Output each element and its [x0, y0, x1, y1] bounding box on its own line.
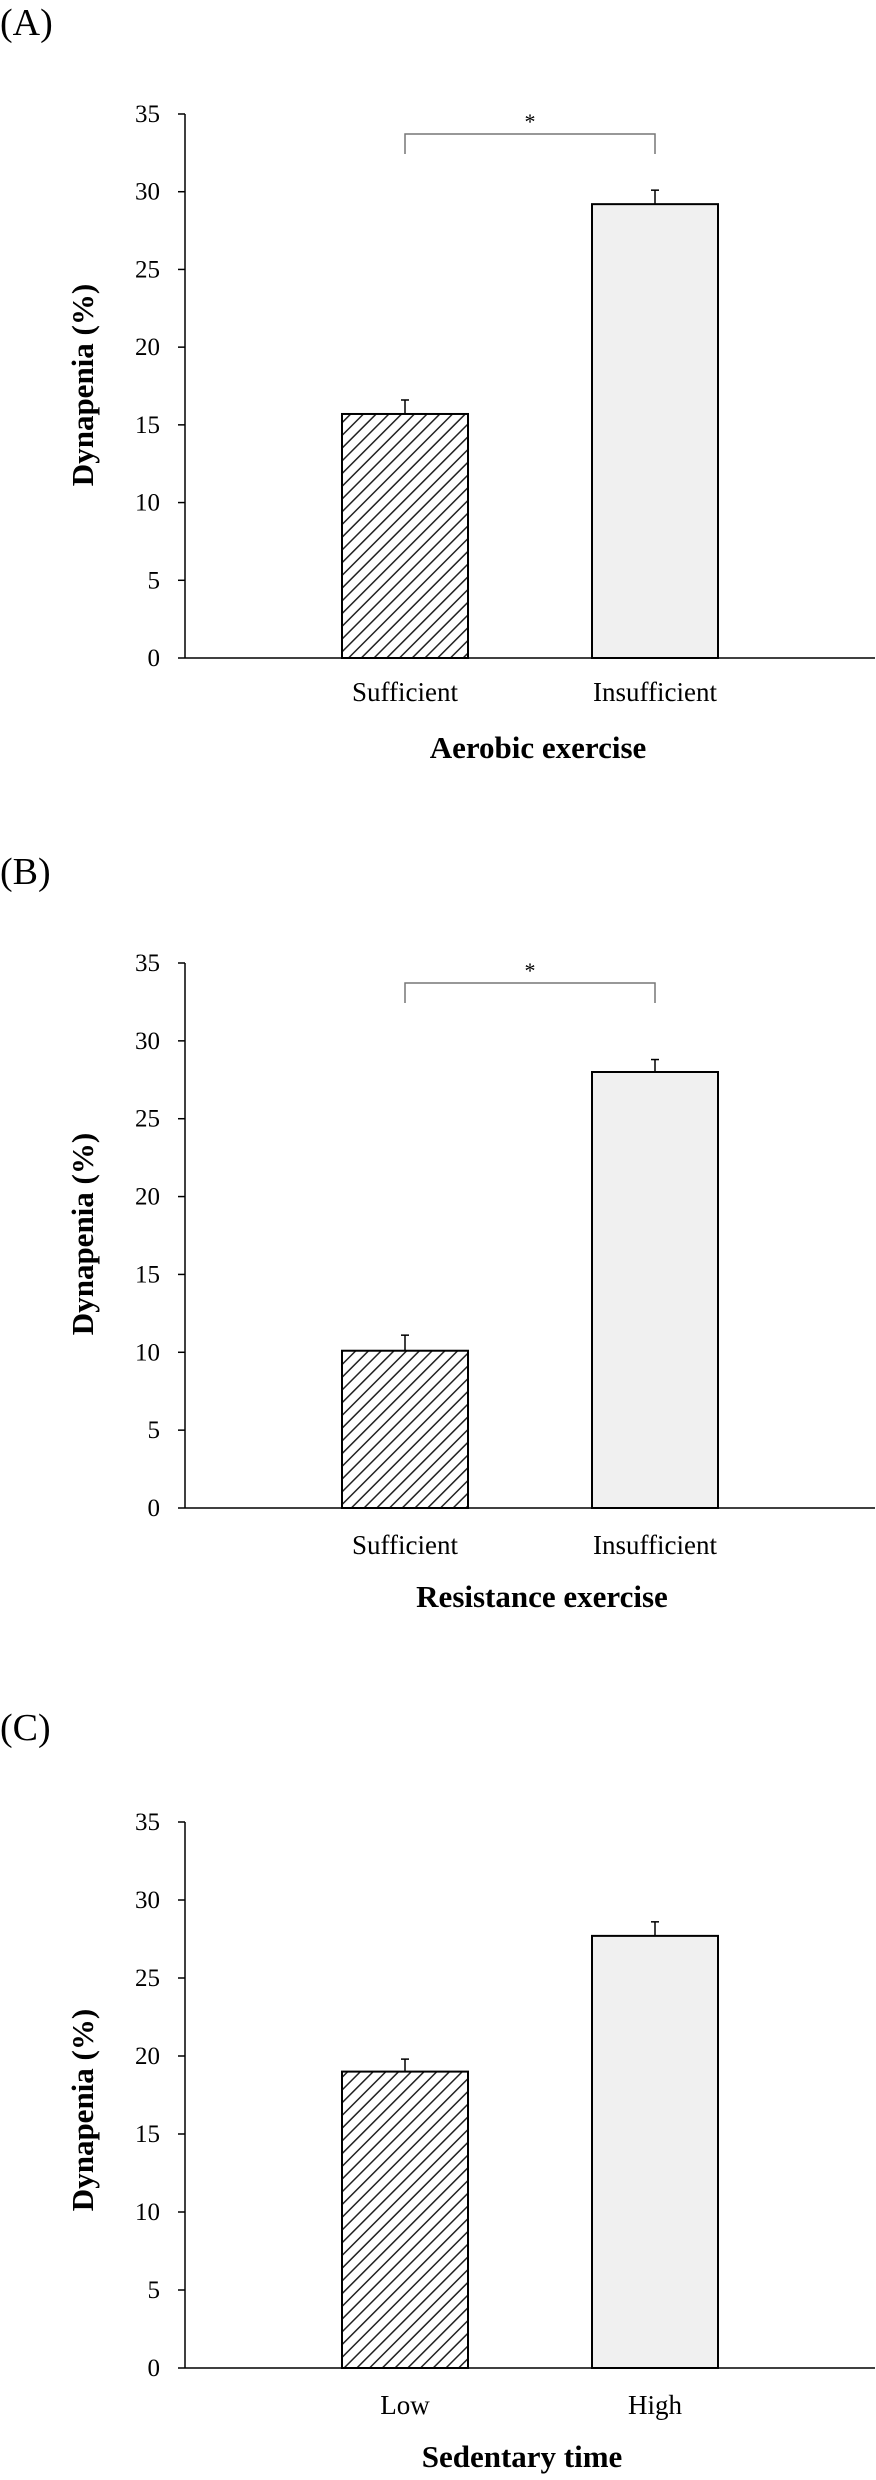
y-tick-label: 15: [135, 1261, 160, 1288]
y-tick-label: 20: [135, 1184, 160, 1211]
y-tick-label: 35: [135, 1809, 160, 1836]
y-tick-label: 5: [148, 567, 161, 594]
significance-bracket: [404, 982, 656, 1003]
y-tick-label: 30: [135, 1028, 160, 1055]
x-axis-title: Resistance exercise: [416, 1579, 668, 1614]
y-tick-label: 10: [135, 2199, 160, 2226]
category-label: Insufficient: [593, 677, 717, 707]
y-tick-label: 30: [135, 179, 160, 206]
y-tick-label: 10: [135, 1339, 160, 1366]
bar-insufficient: [591, 1071, 719, 1509]
significance-marker: *: [525, 109, 536, 134]
y-axis-title: Dynapenia (%): [65, 1133, 100, 1335]
bar-high: [591, 1934, 719, 2369]
y-tick-label: 25: [135, 256, 160, 283]
y-tick-label: 15: [135, 412, 160, 439]
y-tick-label: 5: [148, 2277, 161, 2304]
bar-sufficient: [341, 412, 469, 659]
y-tick-label: 10: [135, 490, 160, 517]
significance-marker: *: [525, 958, 536, 983]
y-tick-label: 0: [148, 2355, 161, 2382]
y-tick-label: 35: [135, 950, 160, 977]
y-axis-title: Dynapenia (%): [65, 284, 100, 486]
significance-bracket: [404, 133, 656, 154]
bar-sufficient: [341, 1349, 469, 1509]
chart-panel-c: (C) Dynapenia (%) Sedentary time 0 5 10 15 2…: [0, 1707, 875, 2474]
category-label: Low: [380, 2390, 430, 2420]
category-label: Sufficient: [352, 677, 458, 707]
category-label: Insufficient: [593, 1530, 717, 1560]
panel-label: (A): [0, 2, 53, 44]
panel-label: (C): [0, 1707, 51, 1749]
y-tick-label: 15: [135, 2121, 160, 2148]
chart-panel-a: (A) Dynapenia (%) Aerobic exercise 0 5 10 1…: [0, 2, 875, 765]
y-tick-label: 0: [148, 1495, 161, 1522]
y-tick-label: 30: [135, 1887, 160, 1914]
y-tick-label: 5: [148, 1417, 161, 1444]
category-label: High: [628, 2390, 683, 2420]
panel-label: (B): [0, 851, 51, 893]
y-axis-title: Dynapenia (%): [65, 2009, 100, 2211]
chart-panel-b: (B) Dynapenia (%) Resistance exercise 0 5…: [0, 851, 875, 1614]
x-axis-title: Sedentary time: [422, 2439, 623, 2474]
y-tick-label: 25: [135, 1106, 160, 1133]
bar-low: [341, 2070, 469, 2370]
bar-insufficient: [591, 203, 719, 660]
y-tick-label: 25: [135, 1965, 160, 1992]
x-axis-title: Aerobic exercise: [430, 730, 647, 765]
category-label: Sufficient: [352, 1530, 458, 1560]
y-tick-label: 20: [135, 2043, 160, 2070]
y-tick-label: 0: [148, 645, 161, 672]
y-tick-label: 20: [135, 334, 160, 361]
y-tick-label: 35: [135, 101, 160, 128]
